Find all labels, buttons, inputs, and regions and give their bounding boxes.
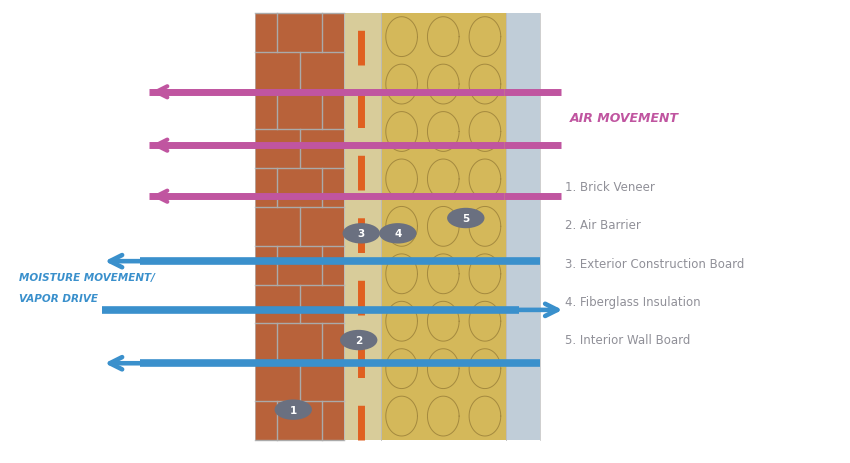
- Text: 3. Exterior Construction Board: 3. Exterior Construction Board: [565, 257, 745, 270]
- Text: 5: 5: [462, 213, 469, 224]
- Bar: [255, 14, 344, 440]
- Bar: [344, 14, 381, 440]
- Text: MOISTURE MOVEMENT/: MOISTURE MOVEMENT/: [19, 273, 155, 283]
- Text: 4. Fiberglass Insulation: 4. Fiberglass Insulation: [565, 295, 701, 308]
- Text: 5. Interior Wall Board: 5. Interior Wall Board: [565, 333, 690, 346]
- Bar: [506, 14, 540, 440]
- Text: AIR MOVEMENT: AIR MOVEMENT: [570, 112, 678, 125]
- Text: 2. Air Barrier: 2. Air Barrier: [565, 219, 641, 232]
- Bar: [381, 14, 506, 440]
- Circle shape: [275, 400, 312, 420]
- Circle shape: [447, 208, 484, 229]
- Text: 1. Brick Veneer: 1. Brick Veneer: [565, 181, 655, 194]
- Circle shape: [379, 224, 416, 244]
- Circle shape: [340, 330, 377, 350]
- Text: 4: 4: [394, 229, 401, 239]
- Circle shape: [343, 224, 380, 244]
- Text: VAPOR DRIVE: VAPOR DRIVE: [19, 294, 98, 304]
- Text: 3: 3: [358, 229, 365, 239]
- Text: 2: 2: [355, 335, 362, 345]
- Text: 1: 1: [290, 405, 297, 415]
